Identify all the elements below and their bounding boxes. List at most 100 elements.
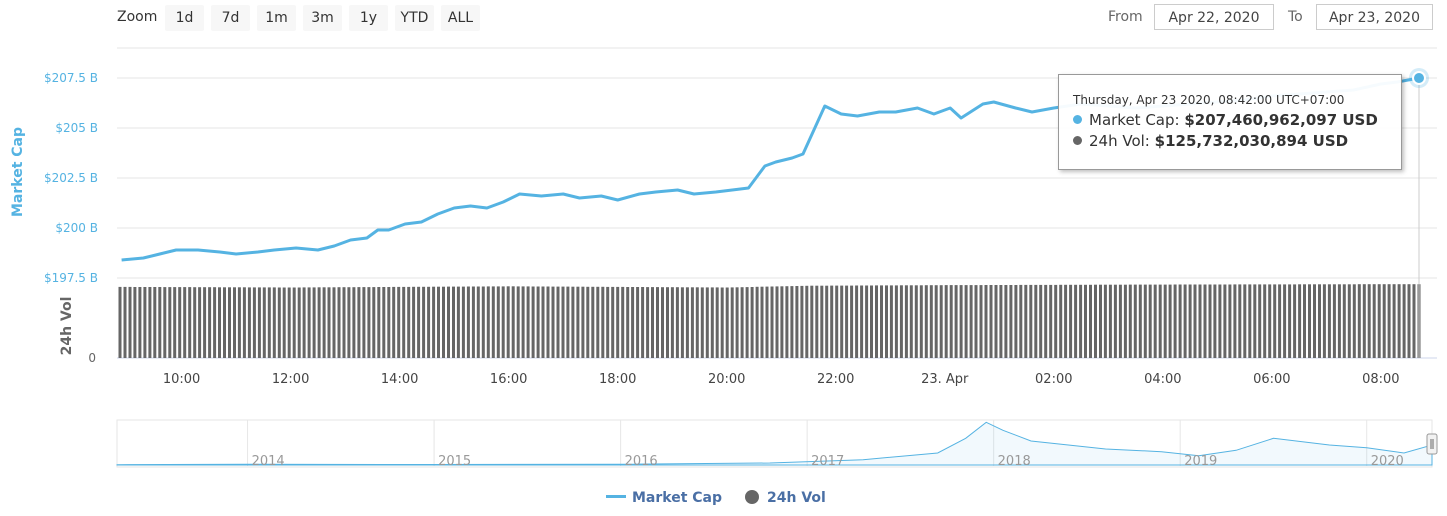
tooltip-market-cap-value: $207,460,962,097 USD xyxy=(1184,111,1378,129)
navigator[interactable]: 2014 2015 2016 2017 2018 2019 2020 xyxy=(116,419,1438,469)
y-tick-label-0: $207.5 B xyxy=(44,71,98,85)
volume-bar xyxy=(1039,284,1043,358)
volume-bar xyxy=(675,287,679,358)
volume-bar xyxy=(347,287,351,358)
zoom-button-1y[interactable]: 1y xyxy=(349,5,388,31)
volume-bar xyxy=(949,285,953,358)
volume-bar xyxy=(989,285,993,358)
volume-bar xyxy=(1099,284,1102,358)
volume-bar xyxy=(437,286,440,358)
navigator-handle[interactable] xyxy=(1426,433,1438,455)
volume-bar xyxy=(785,286,789,358)
volume-bar xyxy=(153,287,157,358)
volume-bar xyxy=(880,285,883,358)
volume-bar xyxy=(775,286,779,358)
y-axis-title-market-cap: Market Cap xyxy=(10,127,26,217)
volume-bar xyxy=(178,287,182,358)
volume-bar xyxy=(680,287,684,358)
volume-bar xyxy=(954,285,958,358)
volume-bar xyxy=(402,286,406,358)
volume-bar xyxy=(959,285,963,358)
line-swatch-icon xyxy=(606,495,626,498)
volume-bar xyxy=(1138,284,1142,358)
x-tick-label-8: 02:00 xyxy=(1035,372,1072,387)
hover-marker[interactable] xyxy=(1412,71,1426,85)
volume-bar xyxy=(571,286,575,358)
volume-bar xyxy=(700,287,704,358)
zoom-button-all[interactable]: ALL xyxy=(441,5,480,31)
volume-bar xyxy=(442,286,445,358)
volume-bar xyxy=(924,285,928,358)
volume-bar xyxy=(277,287,281,358)
volume-bar xyxy=(875,285,878,358)
volume-bar xyxy=(855,285,859,358)
volume-bar xyxy=(352,287,356,358)
legend-label-market-cap: Market Cap xyxy=(632,490,723,506)
zoom-button-3m[interactable]: 3m xyxy=(303,5,342,31)
volume-bar xyxy=(1029,284,1033,358)
volume-bar xyxy=(1198,284,1202,358)
volume-bar xyxy=(885,285,888,358)
y-tick-label-4: $197.5 B xyxy=(44,271,98,285)
volume-bar xyxy=(770,286,774,358)
volume-bar xyxy=(641,287,645,358)
volume-bar xyxy=(690,287,694,358)
zoom-button-1m[interactable]: 1m xyxy=(257,5,296,31)
volume-bar xyxy=(1009,285,1013,358)
volume-bar xyxy=(944,285,948,358)
to-label: To xyxy=(1288,9,1303,25)
volume-bar xyxy=(432,286,436,358)
legend-item-volume[interactable]: 24h Vol xyxy=(745,490,826,506)
volume-bar xyxy=(536,286,540,358)
y-tick-label-1: $205 B xyxy=(55,121,98,135)
volume-bar xyxy=(1084,284,1087,358)
volume-bar xyxy=(999,285,1003,358)
volume-bar xyxy=(526,286,530,358)
y-tick-label-2: $202.5 B xyxy=(44,171,98,185)
volume-bar xyxy=(561,286,565,358)
volume-bar xyxy=(1193,284,1197,358)
volume-bar xyxy=(267,287,271,358)
from-date-input[interactable]: Apr 22, 2020 xyxy=(1154,4,1274,30)
volume-bar xyxy=(297,287,301,358)
zoom-button-7d[interactable]: 7d xyxy=(211,5,250,31)
volume-bar xyxy=(168,287,172,358)
volume-bar xyxy=(1148,284,1152,358)
volume-bar xyxy=(745,287,749,358)
volume-bar xyxy=(1094,284,1097,358)
zoom-button-ytd[interactable]: YTD xyxy=(395,5,434,31)
tooltip-volume-row: 24h Vol: $125,732,030,894 USD xyxy=(1073,131,1401,152)
volume-bar xyxy=(417,286,421,358)
legend-label-volume: 24h Vol xyxy=(767,490,826,506)
volume-bar xyxy=(1377,284,1381,358)
legend-item-market-cap[interactable]: Market Cap xyxy=(606,490,722,506)
volume-bar xyxy=(974,285,978,358)
volume-bar xyxy=(546,286,550,358)
volume-bar xyxy=(651,287,654,358)
volume-bar xyxy=(1322,284,1326,358)
volume-bar xyxy=(1397,284,1401,358)
volume-bar xyxy=(397,286,401,358)
volume-bar xyxy=(367,287,371,358)
x-tick-label-7: 23. Apr xyxy=(921,372,969,387)
tooltip-market-cap-row: Market Cap: $207,460,962,097 USD xyxy=(1073,110,1401,131)
volume-bar xyxy=(735,287,739,358)
volume-bar xyxy=(1233,284,1237,358)
volume-bar xyxy=(636,287,640,358)
volume-bar xyxy=(1283,284,1287,358)
to-date-input[interactable]: Apr 23, 2020 xyxy=(1316,4,1433,30)
volume-bar xyxy=(586,286,590,358)
volume-bar xyxy=(372,287,376,358)
navigator-year-label-5: 2019 xyxy=(1184,454,1217,469)
volume-bar xyxy=(780,286,784,358)
volume-bar xyxy=(1318,284,1321,358)
volume-bar xyxy=(1387,284,1391,358)
volume-bar xyxy=(541,286,545,358)
navigator-area xyxy=(116,421,1433,466)
volume-bar xyxy=(666,287,669,358)
volume-bar xyxy=(755,286,759,358)
volume-bar xyxy=(830,285,834,358)
zoom-button-1d[interactable]: 1d xyxy=(165,5,204,31)
